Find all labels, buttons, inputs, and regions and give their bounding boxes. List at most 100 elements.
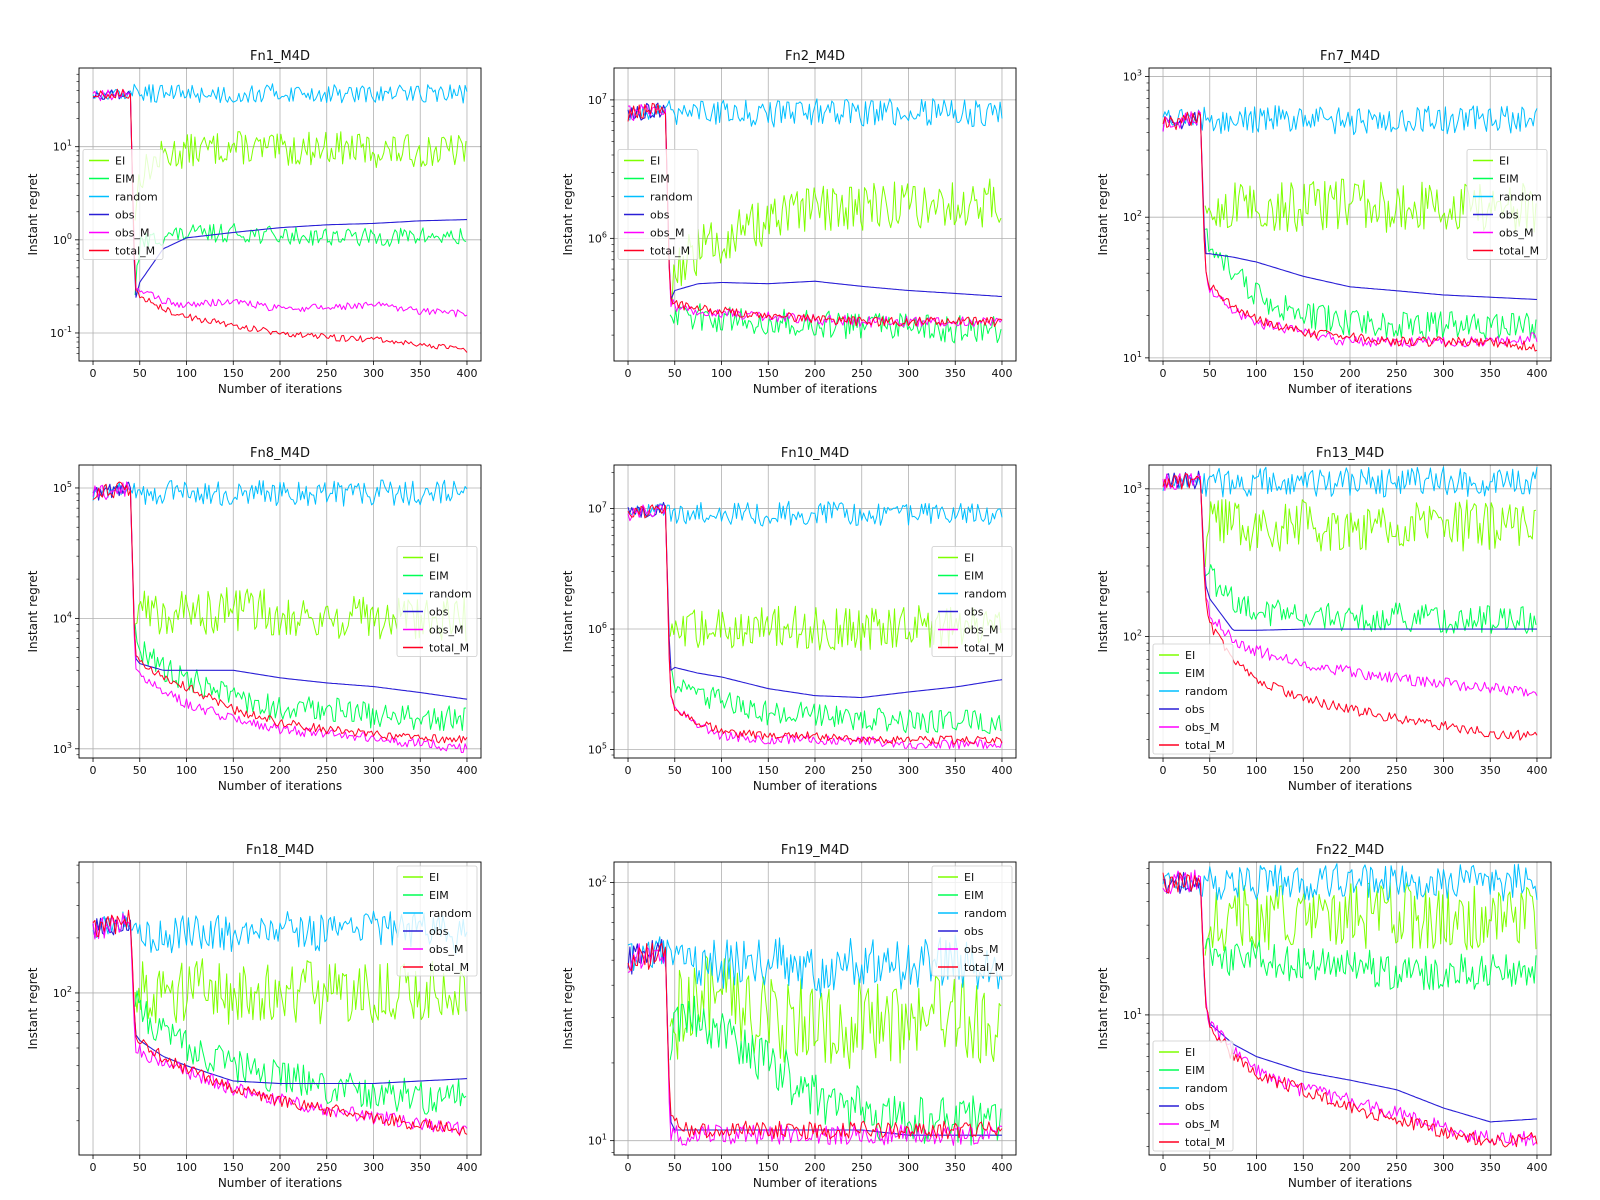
x-tick-label: 300: [1433, 1161, 1454, 1174]
x-tick-label: 200: [805, 764, 826, 777]
x-tick-label: 100: [711, 1161, 732, 1174]
x-tick-label: 0: [1160, 764, 1167, 777]
legend-item: EI: [938, 871, 974, 884]
legend-label: obs_M: [964, 943, 998, 956]
legend-item: total_M: [1473, 245, 1539, 258]
x-tick-label: 100: [1246, 367, 1267, 380]
legend: EI EIM random obs obs_M total_M: [931, 865, 1013, 977]
x-tick-label: 200: [1340, 367, 1361, 380]
grid: [79, 862, 481, 1155]
chart-fn8-m4d: 0 50 100 150 200 250 300 350 400 103 104 105 Fn8_M4D…: [26, 446, 482, 793]
legend-item: EI: [938, 552, 974, 565]
y-axis-label: Instant regret: [26, 570, 40, 652]
series-line-eim: [669, 665, 1002, 734]
series-line-obs: [1162, 470, 1537, 631]
legend-label: obs: [964, 925, 984, 938]
series-line-eim: [134, 990, 467, 1115]
y-tick-label: 104: [53, 610, 72, 625]
series-line-obs-m: [1162, 473, 1538, 697]
x-tick-label: 50: [133, 367, 147, 380]
legend-label: random: [1185, 1082, 1228, 1095]
series-line-ei: [1204, 879, 1537, 956]
x-tick-label: 50: [1203, 1161, 1217, 1174]
legend-label: EI: [1499, 155, 1509, 168]
x-tick-label: 150: [1293, 367, 1314, 380]
y-axis-label: Instant regret: [1096, 570, 1110, 652]
legend-label: obs_M: [964, 624, 998, 637]
x-tick-label: 150: [758, 1161, 779, 1174]
series-line-obs-m: [627, 504, 1003, 750]
x-tick-label: 400: [1526, 367, 1547, 380]
y-axis-label: Instant regret: [561, 967, 575, 1049]
legend: EI EIM random obs obs_M total_M: [396, 865, 478, 977]
x-tick-label: 300: [898, 367, 919, 380]
x-tick-label: 200: [270, 1161, 291, 1174]
series-line-total-m: [627, 102, 1003, 327]
x-tick-label: 100: [176, 764, 197, 777]
legend-label: total_M: [429, 961, 469, 974]
legend-item: random: [1159, 685, 1228, 698]
legend-item: EI: [403, 552, 439, 565]
x-tick-label: 350: [1480, 367, 1501, 380]
y-tick-label: 103: [53, 741, 72, 756]
y-tick-label: 102: [1123, 209, 1142, 224]
y-tick-label: 101: [588, 1133, 607, 1148]
legend-item: obs: [938, 925, 984, 938]
x-tick-label: 250: [1386, 1161, 1407, 1174]
legend-item: EIM: [938, 889, 984, 902]
legend-item: random: [624, 191, 693, 204]
legend-label: total_M: [1185, 1136, 1225, 1149]
series-line-random: [1162, 466, 1538, 498]
y-tick-label: 102: [588, 874, 607, 889]
legend-item: obs_M: [938, 943, 998, 956]
series-line-ei: [669, 955, 1002, 1069]
legend-item: total_M: [1159, 739, 1225, 752]
legend-item: EIM: [89, 173, 135, 186]
series-line-ei: [669, 178, 1002, 306]
legend-item: EI: [89, 155, 125, 168]
x-tick-label: 350: [410, 764, 431, 777]
legend-item: EIM: [1159, 1064, 1205, 1077]
legend: EI EIM random obs obs_M total_M: [617, 149, 699, 260]
legend-label: random: [1185, 685, 1228, 698]
series-line-eim: [669, 995, 1002, 1146]
x-tick-label: 250: [316, 764, 337, 777]
x-tick-label: 50: [133, 764, 147, 777]
series-line-obs-m: [92, 481, 468, 753]
legend-label: EI: [429, 552, 439, 565]
legend-item: EIM: [624, 173, 670, 186]
legend-label: EI: [1185, 1046, 1195, 1059]
legend-item: EI: [1473, 155, 1509, 168]
legend-label: obs: [115, 209, 135, 222]
series-line-ei: [1204, 499, 1537, 568]
x-tick-label: 150: [1293, 764, 1314, 777]
legend-label: total_M: [964, 961, 1004, 974]
legend-label: EIM: [429, 889, 449, 902]
series-line-obs-m: [1162, 110, 1538, 348]
legend-label: obs_M: [429, 943, 463, 956]
legend-item: random: [403, 907, 472, 920]
x-tick-label: 350: [945, 764, 966, 777]
x-axis-label: Number of iterations: [1288, 779, 1412, 793]
legend-item: random: [403, 588, 472, 601]
legend-item: random: [938, 588, 1007, 601]
legend-label: obs: [429, 606, 449, 619]
legend-item: obs_M: [1473, 227, 1533, 240]
legend-item: total_M: [89, 245, 155, 258]
y-tick-label: 106: [588, 230, 607, 245]
x-tick-label: 50: [668, 1161, 682, 1174]
x-tick-label: 250: [316, 367, 337, 380]
legend-label: obs: [964, 606, 984, 619]
legend-label: EIM: [1185, 667, 1205, 680]
series-group: [627, 934, 1003, 1146]
x-tick-label: 0: [1160, 1161, 1167, 1174]
x-tick-label: 350: [945, 1161, 966, 1174]
series-line-total-m: [92, 909, 468, 1136]
series-line-obs: [627, 938, 1002, 1136]
series-line-eim: [134, 223, 467, 296]
x-tick-label: 200: [270, 764, 291, 777]
x-tick-label: 300: [898, 1161, 919, 1174]
x-tick-label: 400: [1526, 764, 1547, 777]
x-tick-label: 400: [1526, 1161, 1547, 1174]
x-tick-label: 50: [133, 1161, 147, 1174]
